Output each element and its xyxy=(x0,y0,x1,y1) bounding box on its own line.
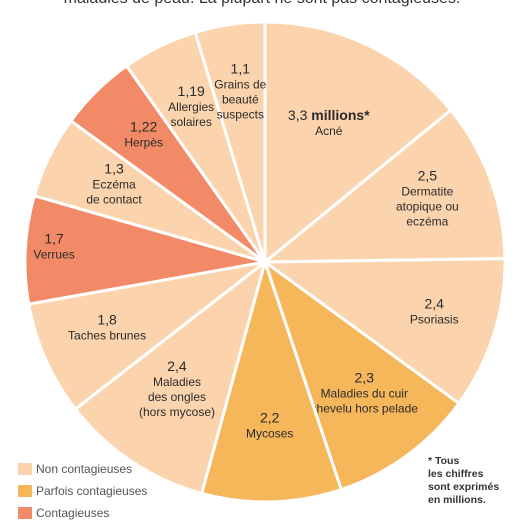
pie-slice xyxy=(199,256,344,504)
footnote-line: * Tous xyxy=(428,455,460,467)
slice-value: 2,3 xyxy=(355,370,375,386)
slice-name: chevelu hors pelade xyxy=(311,402,419,416)
slice-label: 1,1 Grains de beauté suspects xyxy=(214,60,266,121)
pie-slice xyxy=(262,258,462,492)
footnote-line: sont exprimés xyxy=(428,481,500,493)
slice-name: beauté xyxy=(222,92,259,106)
slice-name: Allergies xyxy=(168,100,214,114)
slice-label: 1,3 Eczéma de contact xyxy=(86,160,142,206)
chart-title: maladies de peau. La plupart ne sont pas… xyxy=(0,0,524,8)
slice-value: 1,8 xyxy=(97,312,117,328)
pie-slice xyxy=(263,20,453,266)
slice-name: solaires xyxy=(171,115,212,129)
slice-value: 2,5 xyxy=(418,167,438,183)
slice-label: 1,7 Verrues xyxy=(33,231,74,262)
slice-value: 1,22 xyxy=(130,118,157,134)
legend-swatch-sometimes-contagious xyxy=(18,485,32,497)
slice-name: eczéma xyxy=(406,214,448,228)
slice-value: 3,3 xyxy=(288,107,308,123)
footnote-line: en millions. xyxy=(428,494,486,506)
footnote-line: les chiffres xyxy=(428,468,484,480)
footnote: * Tous les chiffres sont exprimés en mil… xyxy=(428,455,499,507)
slice-value: 2,4 xyxy=(167,358,187,374)
slice-name: de contact xyxy=(86,192,142,206)
slice-value: 2,2 xyxy=(260,409,280,425)
slice-label: 3,3 millions* Acné xyxy=(288,107,370,138)
legend: Non contagieuses Parfois contagieuses Co… xyxy=(18,458,147,524)
pie-slice xyxy=(23,193,266,306)
slice-label: 1,19 Allergies solaires xyxy=(168,83,214,129)
slice-label: 2,2 Mycoses xyxy=(246,409,293,440)
slice-label: 1,8 Taches brunes xyxy=(68,312,146,343)
legend-label: Parfois contagieuses xyxy=(36,484,148,498)
slice-name: (hors mycose) xyxy=(139,405,215,419)
slice-name: Taches brunes xyxy=(68,329,146,343)
slice-name: Eczéma xyxy=(92,177,136,191)
slice-name: suspects xyxy=(217,107,264,121)
slice-label: 2,3 Maladies du cuir chevelu hors pelade xyxy=(311,370,419,416)
slice-name: Verrues xyxy=(33,248,74,262)
slice-name: des ongles xyxy=(148,390,206,404)
slice-value: 1,3 xyxy=(104,160,124,176)
slice-name: Mycoses xyxy=(246,426,293,440)
slice-value: 1,1 xyxy=(231,60,251,76)
legend-label: Non contagieuses xyxy=(36,462,133,476)
slice-name: Psoriasis xyxy=(410,312,459,326)
legend-item-contagious: Contagieuses xyxy=(18,502,147,524)
legend-item-sometimes-contagious: Parfois contagieuses xyxy=(18,480,147,502)
slice-name: Dermatite xyxy=(401,184,453,198)
slice-label: 1,22 Herpès xyxy=(124,118,163,149)
legend-item-non-contagious: Non contagieuses xyxy=(18,458,147,480)
slice-name: Maladies xyxy=(153,375,201,389)
pie-slice xyxy=(260,108,507,264)
slice-name: Acné xyxy=(315,124,343,138)
slice-label: 2,4 Psoriasis xyxy=(410,295,459,326)
slice-value-suffix: millions* xyxy=(307,107,370,123)
legend-label: Contagieuses xyxy=(36,506,110,520)
slice-name: Grains de xyxy=(214,77,266,91)
slice-name: Herpès xyxy=(124,135,163,149)
slice-name: atopique ou xyxy=(396,199,459,213)
legend-swatch-non-contagious xyxy=(18,463,32,475)
slice-name: Maladies du cuir xyxy=(321,387,408,401)
pie-slice xyxy=(193,20,267,263)
slice-label: 2,4 Maladies des ongles (hors mycose) xyxy=(139,358,215,419)
slice-value: 1,19 xyxy=(178,83,205,99)
slice-value: 1,7 xyxy=(44,231,64,247)
slice-value: 2,4 xyxy=(425,295,445,311)
slice-label: 2,5 Dermatite atopique ou eczéma xyxy=(396,167,459,228)
pie-slice xyxy=(73,258,268,496)
legend-swatch-contagious xyxy=(18,507,32,519)
pie-slice xyxy=(260,257,507,406)
pie-slice xyxy=(26,260,266,412)
